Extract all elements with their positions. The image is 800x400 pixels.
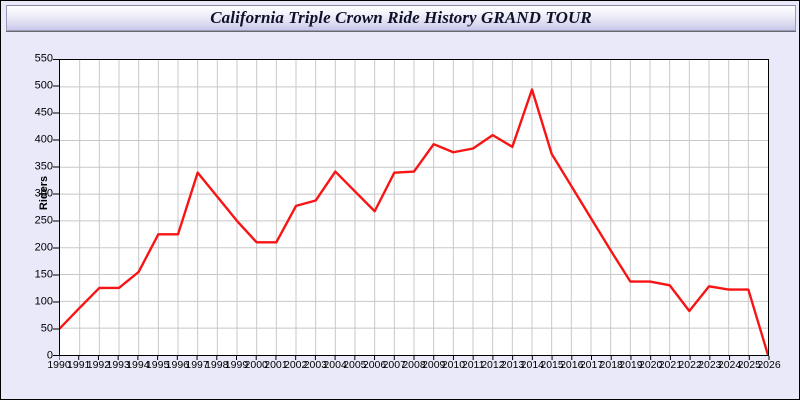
x-tick-label: 1990: [47, 359, 71, 371]
title-bar: California Triple Crown Ride History GRA…: [6, 5, 796, 31]
y-tick-label: 150: [34, 268, 53, 281]
x-tick-label: 1998: [205, 359, 229, 371]
x-tick-label: 2017: [579, 359, 604, 371]
x-tick-label: 2010: [441, 359, 466, 371]
x-tick-label: 2006: [362, 359, 387, 371]
y-tick-label: 0: [46, 349, 53, 362]
x-tick-label: 2019: [619, 359, 643, 371]
x-tick-label: 1999: [224, 359, 249, 371]
x-tick-label: 2012: [481, 359, 505, 371]
y-tick-label: 500: [34, 79, 53, 92]
x-tick-marks: [59, 356, 770, 360]
y-tick-label: 50: [40, 322, 53, 335]
x-tick-label: 2000: [244, 359, 268, 371]
grid-lines: [60, 60, 768, 355]
y-tick-marks: [53, 59, 59, 356]
x-tick-label: 1995: [145, 359, 170, 371]
x-tick-label: 2018: [599, 359, 623, 371]
y-tick-label: 400: [34, 133, 53, 146]
x-tick-label: 2009: [422, 359, 446, 371]
y-tick-label: 250: [34, 214, 53, 227]
x-tick-label: 2020: [638, 359, 663, 371]
y-tick-label: 300: [34, 187, 53, 200]
x-tick-label: 2022: [678, 359, 702, 371]
y-tick-label: 550: [34, 52, 53, 65]
x-tick-label: 2015: [540, 359, 564, 371]
y-tick-label: 200: [34, 241, 53, 254]
series-riders: [60, 88, 768, 355]
x-tick-label: 2007: [382, 359, 406, 371]
page-title: California Triple Crown Ride History GRA…: [210, 8, 592, 27]
x-tick-label: 2004: [323, 359, 347, 371]
x-tick-label: 1994: [126, 359, 150, 371]
x-tick-label: 2008: [402, 359, 426, 371]
x-tick-label: 1996: [165, 359, 190, 371]
x-tick-label: 1992: [86, 359, 111, 371]
x-tick-label: 2011: [461, 359, 485, 371]
x-tick-label: 2013: [500, 359, 525, 371]
x-tick-label: 2003: [303, 359, 328, 371]
plot-area: [59, 59, 769, 356]
x-tick-label: 1993: [106, 359, 130, 371]
x-tick-label: 2005: [343, 359, 367, 371]
y-tick-label: 100: [34, 295, 53, 308]
x-tick-label: 2016: [560, 359, 584, 371]
y-axis-tick-labels: 0 50 100 150 200 250 300 350 400 450 500 550: [1, 53, 59, 361]
x-tick-label: 2025: [737, 359, 761, 371]
x-tick-label: 2023: [698, 359, 722, 371]
x-tick-label: 1997: [185, 359, 209, 371]
y-tick-label: 350: [34, 160, 53, 173]
x-tick-label: 1991: [67, 359, 91, 371]
x-tick-label: 2026: [757, 359, 781, 371]
y-tick-label: 450: [34, 106, 53, 119]
x-tick-label: 2024: [717, 359, 742, 371]
x-axis-tick-labels: 1990 1991 1992 1993 1994 1995 1996 1997 1998 1999…: [47, 356, 781, 376]
x-tick-label: 2014: [520, 359, 545, 371]
x-tick-label: 2002: [283, 359, 308, 371]
x-tick-label: 2021: [658, 359, 683, 371]
x-tick-label: 2001: [264, 359, 288, 371]
